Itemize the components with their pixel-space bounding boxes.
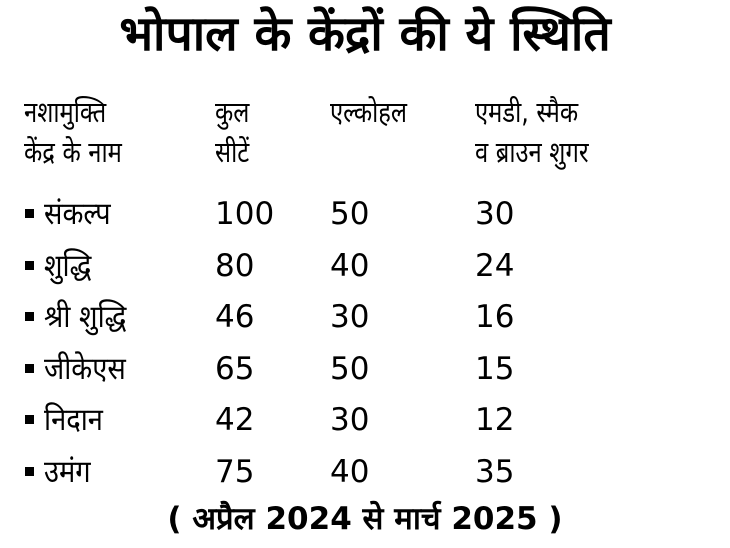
table-row: जीकेएस 65 50 15 xyxy=(0,347,730,399)
total-seats-value: 75 xyxy=(215,453,255,490)
header-alcohol-line-1: एल्कोहल xyxy=(330,95,408,129)
bullet-marker xyxy=(25,466,34,476)
total-seats-value: 80 xyxy=(215,247,255,284)
alcohol-value: 30 xyxy=(330,299,370,335)
bullet-marker xyxy=(25,415,34,424)
bullet-marker xyxy=(25,312,34,321)
total-seats-value: 46 xyxy=(215,299,255,335)
center-name: निदान xyxy=(44,402,103,438)
drugs-value: 12 xyxy=(475,402,515,438)
center-name: जीकेएस xyxy=(44,350,126,387)
table-row: श्री शुद्धि 46 30 16 xyxy=(0,295,730,347)
center-name: श्री शुद्धि xyxy=(44,299,127,335)
center-name: उमंग xyxy=(44,453,91,490)
alcohol-value: 50 xyxy=(330,350,370,387)
drugs-value: 24 xyxy=(475,247,515,284)
header-total-seats: कुल सीटें xyxy=(215,92,249,172)
date-range-note: ( अप्रैल 2024 से मार्च 2025 ) xyxy=(167,501,563,537)
alcohol-value: 50 xyxy=(330,196,370,232)
table-row: शुद्धि 80 40 24 xyxy=(0,244,730,296)
alcohol-value: 40 xyxy=(330,247,370,284)
header-drugs: एमडी, स्मैक व ब्राउन शुगर xyxy=(475,92,589,172)
header-center-name-line-2: केंद्र के नाम xyxy=(24,135,122,169)
drugs-value: 16 xyxy=(475,299,515,335)
center-name: शुद्धि xyxy=(44,247,92,284)
total-seats-value: 65 xyxy=(215,350,255,387)
header-drugs-line-2: व ब्राउन शुगर xyxy=(475,135,589,169)
header-drugs-line-1: एमडी, स्मैक xyxy=(475,95,579,129)
alcohol-value: 40 xyxy=(330,453,370,490)
header-center-name: नशामुक्ति केंद्र के नाम xyxy=(24,92,122,172)
drugs-value: 30 xyxy=(475,196,515,232)
header-alcohol: एल्कोहल xyxy=(330,92,407,132)
table-row: निदान 42 30 12 xyxy=(0,398,730,450)
page-title: भोपाल के केंद्रों की ये स्थिति xyxy=(119,6,611,62)
bullet-marker xyxy=(25,363,34,373)
table-row: संकल्प 100 50 30 xyxy=(0,192,730,244)
table-row: उमंग 75 40 35 xyxy=(0,450,730,502)
bullet-marker xyxy=(25,209,34,218)
total-seats-value: 42 xyxy=(215,402,255,438)
header-total-seats-line-1: कुल xyxy=(215,95,250,129)
center-name: संकल्प xyxy=(44,196,111,232)
drugs-value: 35 xyxy=(475,453,515,490)
bullet-marker xyxy=(25,260,34,270)
alcohol-value: 30 xyxy=(330,402,370,438)
drugs-value: 15 xyxy=(475,350,515,387)
header-total-seats-line-2: सीटें xyxy=(215,135,250,169)
header-center-name-line-1: नशामुक्ति xyxy=(24,95,107,129)
total-seats-value: 100 xyxy=(215,196,275,232)
centers-table: संकल्प 100 50 30 शुद्धि 80 40 24 श्री शु… xyxy=(0,192,730,501)
